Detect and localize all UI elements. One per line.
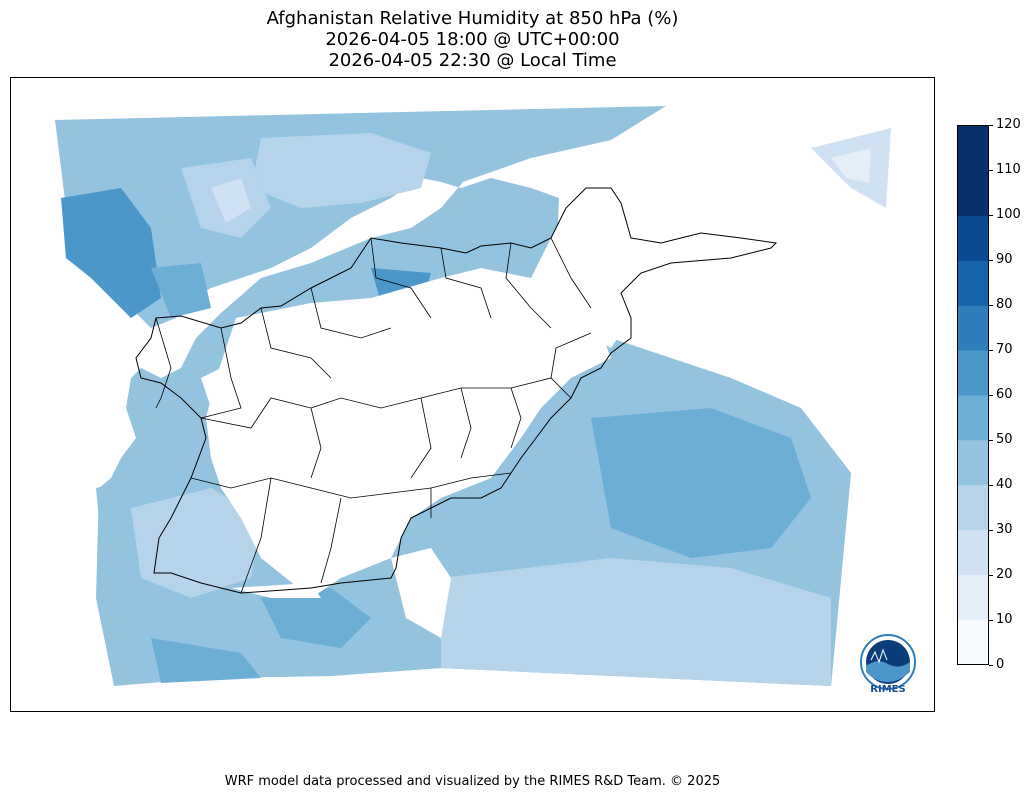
tick-mark bbox=[989, 620, 993, 621]
title-line-1: Afghanistan Relative Humidity at 850 hPa… bbox=[266, 8, 679, 29]
logo-text: RIMES bbox=[870, 684, 906, 695]
colorbar-swatch bbox=[958, 126, 988, 172]
tick-mark bbox=[989, 350, 993, 351]
tick-label: 40 bbox=[996, 477, 1013, 492]
colorbar-swatch bbox=[958, 574, 988, 620]
title-line-3: 2026-04-05 22:30 @ Local Time bbox=[328, 50, 617, 71]
tick-mark bbox=[989, 260, 993, 261]
map-title: Afghanistan Relative Humidity at 850 hPa… bbox=[10, 8, 935, 71]
tick-label: 120 bbox=[996, 117, 1021, 132]
tick-mark bbox=[989, 665, 993, 666]
tick-label: 20 bbox=[996, 567, 1013, 582]
tick-label: 0 bbox=[996, 657, 1005, 672]
colorbar-swatch bbox=[958, 439, 988, 486]
tick-label: 70 bbox=[996, 342, 1013, 357]
rimes-emblem-icon bbox=[860, 634, 916, 690]
colorbar-ticks: 0 10 20 30 40 50 60 70 80 90 100 110 120 bbox=[989, 117, 1029, 672]
tick-label: 60 bbox=[996, 387, 1013, 402]
rimes-logo: RIMES bbox=[855, 632, 921, 698]
footer-credit: WRF model data processed and visualized … bbox=[224, 774, 721, 789]
map-panel bbox=[10, 77, 935, 712]
tick-label: 80 bbox=[996, 297, 1013, 312]
tick-mark bbox=[989, 170, 993, 171]
tick-label: 110 bbox=[996, 162, 1021, 177]
tick-mark bbox=[989, 530, 993, 531]
colorbar-swatch bbox=[958, 260, 988, 306]
tick-label: 30 bbox=[996, 522, 1013, 537]
tick-label: 50 bbox=[996, 432, 1013, 447]
tick-mark bbox=[989, 440, 993, 441]
tick-mark bbox=[989, 485, 993, 486]
tick-mark bbox=[989, 305, 993, 306]
colorbar bbox=[957, 125, 989, 665]
colorbar-swatch bbox=[958, 619, 988, 664]
tick-label: 10 bbox=[996, 612, 1013, 627]
tick-mark bbox=[989, 575, 993, 576]
colorbar-swatch bbox=[958, 305, 988, 351]
tick-label: 100 bbox=[996, 207, 1021, 222]
colorbar-swatch bbox=[958, 350, 988, 396]
tick-mark bbox=[989, 215, 993, 216]
colorbar-swatch bbox=[958, 395, 988, 441]
colorbar-swatch bbox=[958, 484, 988, 530]
tick-mark bbox=[989, 125, 993, 126]
colorbar-swatch bbox=[958, 215, 988, 261]
humidity-field bbox=[55, 106, 891, 686]
title-line-2: 2026-04-05 18:00 @ UTC+00:00 bbox=[325, 29, 620, 50]
colorbar-swatch bbox=[958, 170, 988, 217]
colorbar-swatch bbox=[958, 529, 988, 575]
tick-mark bbox=[989, 395, 993, 396]
tick-label: 90 bbox=[996, 252, 1013, 267]
colorbar-swatches bbox=[958, 126, 988, 664]
